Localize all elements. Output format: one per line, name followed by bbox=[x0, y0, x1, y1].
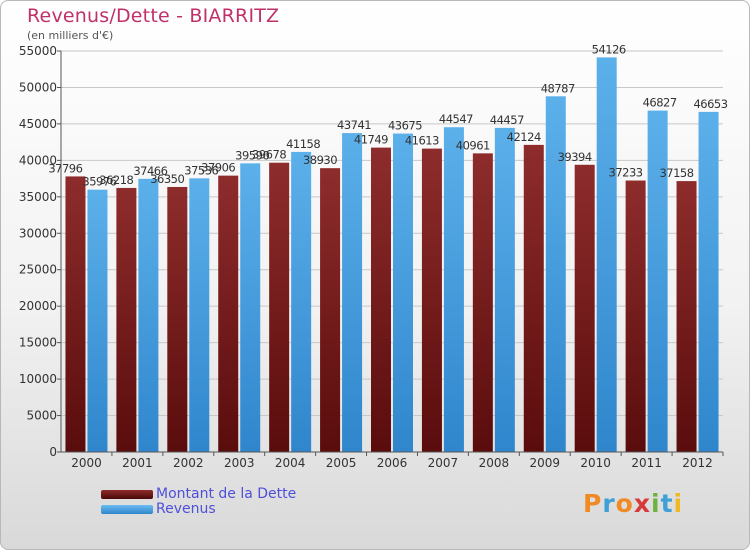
chart-subtitle: (en milliers d'€) bbox=[27, 29, 114, 42]
x-tick-label: 2000 bbox=[71, 456, 102, 470]
y-tick-label: 5000 bbox=[26, 409, 57, 423]
proxiti-logo: Proxiti bbox=[583, 489, 683, 518]
x-tick-label: 2004 bbox=[275, 456, 306, 470]
data-label-revenus-2011: 46827 bbox=[643, 96, 677, 110]
x-tick-label: 2001 bbox=[122, 456, 153, 470]
chart-title: Revenus/Dette - BIARRITZ bbox=[27, 5, 280, 27]
y-tick-label: 35000 bbox=[19, 190, 57, 204]
data-label-revenus-2005: 43741 bbox=[337, 118, 371, 132]
bar-debt-2000 bbox=[65, 176, 86, 452]
data-label-debt-2008: 40961 bbox=[456, 138, 490, 152]
y-tick-label: 30000 bbox=[19, 226, 57, 240]
data-label-revenus-2008: 44457 bbox=[490, 113, 524, 127]
x-tick-label: 2011 bbox=[631, 456, 662, 470]
data-label-revenus-2002: 37536 bbox=[184, 163, 218, 177]
data-label-debt-2012: 37158 bbox=[659, 166, 693, 180]
data-label-revenus-2010: 54126 bbox=[592, 42, 626, 56]
data-label-revenus-2009: 48787 bbox=[541, 81, 575, 95]
legend-swatch-debt bbox=[101, 490, 153, 499]
y-tick-label: 50000 bbox=[19, 80, 57, 94]
bar-revenus-2008 bbox=[494, 127, 515, 453]
data-label-debt-2009: 42124 bbox=[507, 130, 541, 144]
data-label-debt-2010: 39394 bbox=[558, 150, 592, 164]
y-tick-label: 20000 bbox=[19, 299, 57, 313]
x-tick-label: 2002 bbox=[173, 456, 204, 470]
data-label-revenus-2006: 43675 bbox=[388, 119, 422, 133]
data-label-debt-2005: 38930 bbox=[303, 153, 337, 167]
proxiti-logo-letter: o bbox=[615, 489, 634, 518]
y-tick-label: 45000 bbox=[19, 117, 57, 131]
legend-label-revenus: Revenus bbox=[156, 501, 216, 517]
bar-revenus-2004 bbox=[291, 151, 312, 452]
data-label-revenus-2004: 41158 bbox=[286, 137, 320, 151]
bar-debt-2012 bbox=[676, 181, 697, 452]
bar-debt-2003 bbox=[218, 175, 239, 452]
legend-label-debt: Montant de la Dette bbox=[156, 486, 297, 502]
x-tick-label: 2005 bbox=[326, 456, 357, 470]
proxiti-logo-letter: t bbox=[660, 489, 674, 518]
proxiti-logo-letter: x bbox=[633, 489, 651, 518]
data-label-debt-2006: 41749 bbox=[354, 133, 388, 147]
x-tick-label: 2012 bbox=[682, 456, 713, 470]
data-label-debt-2004: 39678 bbox=[252, 148, 286, 162]
bar-revenus-2003 bbox=[240, 163, 261, 452]
y-tick-label: 0 bbox=[49, 445, 57, 459]
data-label-debt-2003: 37906 bbox=[201, 161, 235, 175]
bar-debt-2001 bbox=[116, 187, 137, 452]
bar-revenus-2006 bbox=[393, 133, 413, 452]
data-label-revenus-2012: 46653 bbox=[693, 97, 727, 111]
bar-revenus-2005 bbox=[342, 133, 363, 452]
legend-swatch-revenus bbox=[101, 505, 153, 514]
x-tick-label: 2009 bbox=[529, 456, 560, 470]
bar-debt-2005 bbox=[320, 168, 341, 452]
bar-debt-2007 bbox=[421, 148, 442, 452]
x-tick-label: 2010 bbox=[580, 456, 611, 470]
data-label-revenus-2001: 37466 bbox=[133, 164, 167, 178]
bar-debt-2011 bbox=[625, 180, 646, 452]
x-tick-label: 2003 bbox=[224, 456, 255, 470]
proxiti-logo-letter: i bbox=[673, 489, 684, 518]
bar-revenus-2011 bbox=[647, 110, 668, 453]
data-label-revenus-2007: 44547 bbox=[439, 112, 473, 126]
data-label-revenus-2003: 39590 bbox=[235, 148, 269, 162]
y-tick-label: 40000 bbox=[19, 153, 57, 167]
data-label-revenus-2000: 35976 bbox=[82, 175, 116, 189]
bar-debt-2008 bbox=[472, 153, 493, 453]
bar-revenus-2000 bbox=[87, 189, 108, 452]
bar-debt-2002 bbox=[167, 186, 188, 452]
bar-debt-2004 bbox=[269, 162, 290, 452]
bar-revenus-2007 bbox=[443, 127, 464, 452]
data-label-debt-2001: 36218 bbox=[99, 173, 133, 187]
bar-debt-2009 bbox=[523, 144, 544, 452]
bar-revenus-2001 bbox=[138, 178, 159, 452]
data-label-debt-2000: 37796 bbox=[48, 161, 82, 175]
y-tick-label: 10000 bbox=[19, 372, 57, 386]
x-tick-label: 2007 bbox=[428, 456, 459, 470]
data-label-debt-2007: 41613 bbox=[405, 134, 439, 148]
bar-revenus-2010 bbox=[596, 57, 617, 452]
bar-debt-2010 bbox=[574, 164, 595, 452]
bar-revenus-2012 bbox=[698, 111, 719, 453]
proxiti-logo-letter: r bbox=[602, 489, 616, 518]
y-tick-label: 55000 bbox=[19, 44, 57, 58]
bar-revenus-2002 bbox=[189, 178, 210, 452]
y-tick-label: 25000 bbox=[19, 263, 57, 277]
proxiti-logo-letter: i bbox=[651, 489, 661, 518]
bar-revenus-2009 bbox=[545, 96, 566, 453]
data-label-debt-2011: 37233 bbox=[609, 166, 643, 180]
x-tick-label: 2008 bbox=[479, 456, 510, 470]
proxiti-logo-letter: P bbox=[583, 489, 603, 518]
bar-debt-2006 bbox=[371, 147, 391, 453]
data-label-debt-2002: 36350 bbox=[150, 172, 184, 186]
x-tick-label: 2006 bbox=[377, 456, 408, 470]
y-tick-label: 15000 bbox=[19, 336, 57, 350]
